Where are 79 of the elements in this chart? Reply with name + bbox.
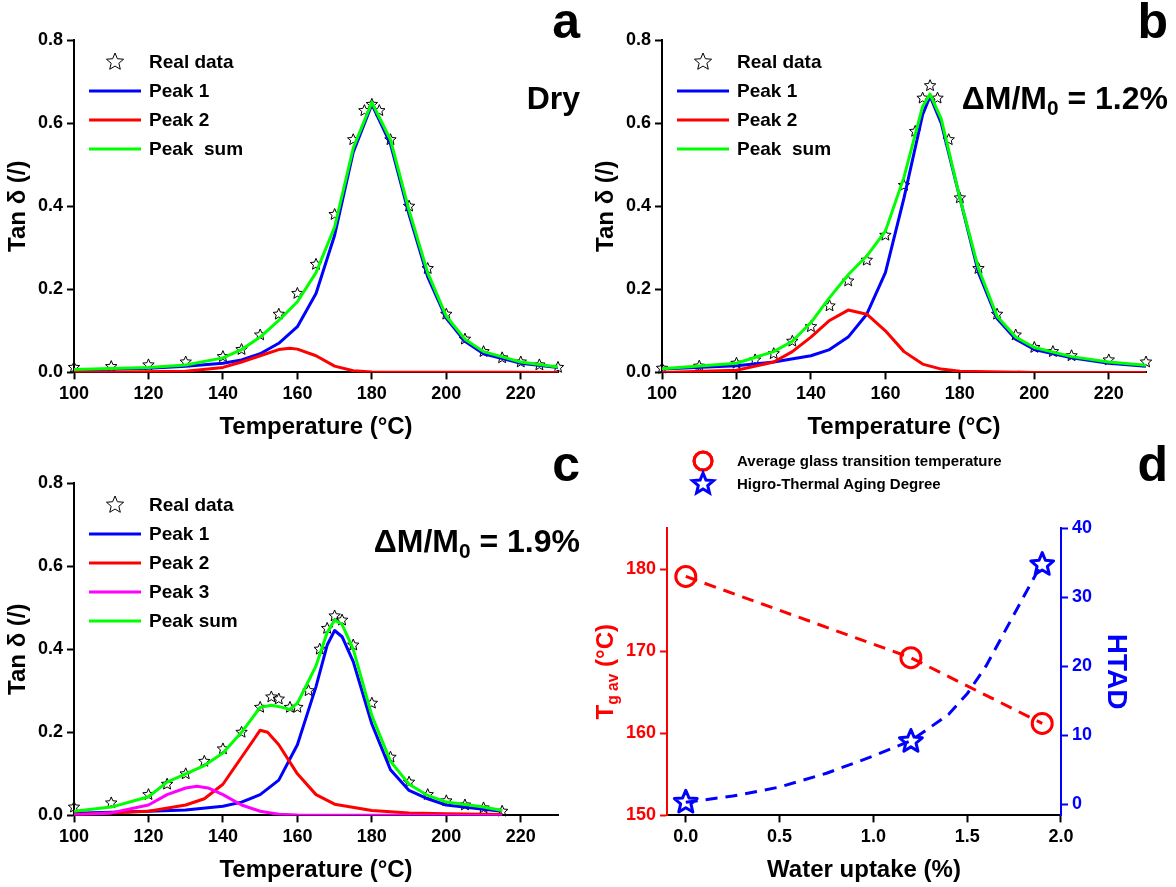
x-axis-title: Temperature (°C) [219,854,413,882]
x-tick-label: 200 [431,826,462,847]
x-tick-label: 180 [944,383,975,404]
y2-tick-label: 0 [1071,793,1082,814]
y-tick-label: 0.4 [625,195,652,216]
x-tick-label: 1.0 [860,826,886,847]
x-tick-label: 220 [1093,383,1124,404]
legend-label: Peak 3 [149,581,210,603]
y-tick-label: 160 [625,722,657,743]
legend-label: Real data [149,51,234,73]
x-tick-label: 160 [282,383,313,404]
x-tick-label: 200 [431,383,462,404]
y2-tick-label: 40 [1071,516,1093,537]
y-tick-label: 0.8 [625,28,652,49]
x-tick-label: 160 [282,826,313,847]
y-tick-label: 0.2 [37,721,64,742]
y-tick-label: 0.0 [37,804,64,825]
y2-tick-label: 30 [1071,586,1093,607]
y-axis-title: Tan δ (/) [2,603,30,695]
y-tick-label: 0.0 [625,361,652,382]
x-tick-label: 140 [207,383,238,404]
x-tick-label: 1.5 [954,826,980,847]
legend-label: Peak 1 [149,80,210,102]
y-tick-label: 180 [625,558,657,579]
y-tick-label: 0.8 [37,471,64,492]
annotation: c [552,435,580,492]
x-tick-label: 120 [133,383,164,404]
x-tick-label: 100 [647,383,678,404]
legend-label: Peak 2 [737,109,798,131]
legend-label: Peak 1 [149,523,210,545]
y-tick-label: 0.6 [37,112,64,133]
y-tick-label: 0.6 [37,555,64,576]
y-axis-title: Tan δ (/) [2,160,30,252]
legend-label: Peak 2 [149,109,210,131]
x-tick-label: 140 [795,383,826,404]
text: d [1137,435,1168,492]
x-axis-title: Temperature (°C) [807,411,1001,439]
y-axis-title: Tg av (°C) [590,623,621,720]
legend-label: Peak 1 [737,80,798,102]
y2-axis-title: HTAD [1102,633,1134,710]
y-tick-label: 170 [625,640,657,661]
x-tick-label: 2.0 [1048,826,1074,847]
y-tick-label: 0.6 [625,112,652,133]
x-tick-label: 0.0 [673,826,699,847]
y-tick-label: 0.2 [625,278,652,299]
y2-tick-label: 20 [1071,655,1093,676]
y-tick-label: 0.4 [37,638,64,659]
x-tick-label: 200 [1019,383,1050,404]
legend-label: Peak sum [149,610,238,632]
legend-label: Peak sum [149,138,244,160]
x-axis-title: Water uptake (%) [767,854,961,882]
y-tick-label: 0.4 [37,195,64,216]
annotation: a [552,0,582,49]
legend-label: Real data [149,494,234,516]
legend-label: Peak sum [737,138,832,160]
y-tick-label: 0.8 [37,28,64,49]
x-tick-label: 140 [207,826,238,847]
y2-tick-label: 10 [1071,724,1093,745]
legend-label: Real data [737,51,822,73]
annotation: b [1137,0,1168,49]
x-tick-label: 100 [59,383,90,404]
x-tick-label: 180 [356,826,387,847]
y-tick-label: 0.2 [37,278,64,299]
x-tick-label: 220 [505,383,536,404]
x-axis-title: Temperature (°C) [219,411,413,439]
x-tick-label: 180 [356,383,387,404]
annotation: Dry [526,79,581,116]
x-tick-label: 160 [870,383,901,404]
y-tick-label: 0.0 [37,361,64,382]
x-tick-label: 220 [505,826,536,847]
x-tick-label: 0.5 [767,826,793,847]
legend-label: Higro-Thermal Aging Degree [737,475,941,493]
legend-label: Average glass transition temperature [737,452,1002,470]
x-tick-label: 120 [721,383,752,404]
y-axis-title: Tan δ (/) [590,160,618,252]
y-tick-label: 150 [625,804,657,825]
legend-label: Peak 2 [149,552,210,574]
x-tick-label: 100 [59,826,90,847]
x-tick-label: 120 [133,826,164,847]
